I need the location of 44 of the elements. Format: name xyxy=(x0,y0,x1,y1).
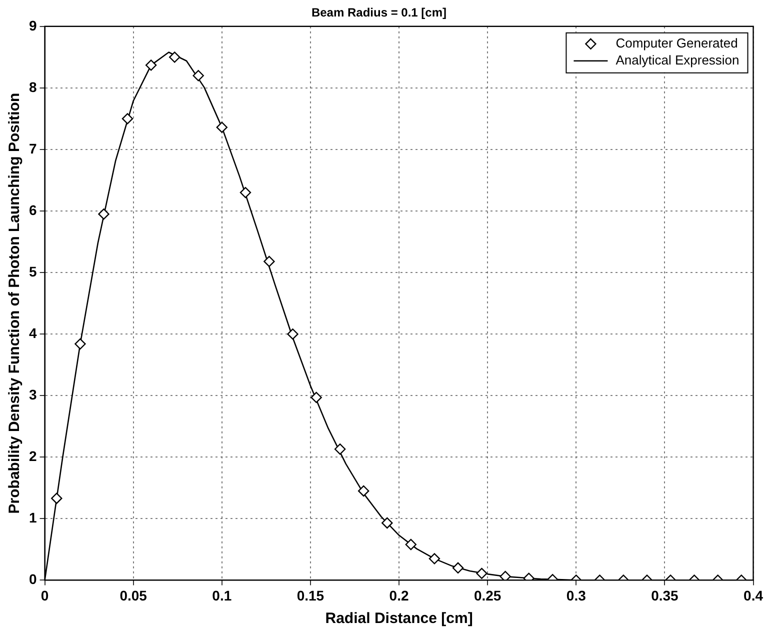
y-tick-label: 4 xyxy=(28,324,37,341)
x-tick-label: 0.3 xyxy=(566,587,586,604)
point xyxy=(334,444,346,455)
point xyxy=(452,562,464,574)
x-tick-label: 0.4 xyxy=(744,587,764,604)
y-tick-label: 3 xyxy=(28,386,37,402)
x-tick-label: 0.2 xyxy=(389,587,409,604)
x-tick-label: 0.35 xyxy=(651,587,679,604)
x-tick-label: 0.1 xyxy=(212,587,232,604)
y-tick-label: 1 xyxy=(28,510,37,526)
legend-label: Analytical Expression xyxy=(616,52,740,68)
point xyxy=(98,208,110,220)
point xyxy=(51,492,62,504)
y-tick-label: 5 xyxy=(28,263,37,280)
chart-title: Beam Radius = 0.1 [cm] xyxy=(311,6,447,20)
point xyxy=(310,392,322,404)
point xyxy=(264,256,275,268)
point xyxy=(145,60,157,71)
point xyxy=(405,538,416,550)
point xyxy=(476,568,488,580)
point xyxy=(287,328,298,340)
x-tick-label: 0.25 xyxy=(474,587,502,604)
point xyxy=(122,113,134,124)
legend-label: Computer Generated xyxy=(616,35,738,50)
y-tick-label: 0 xyxy=(28,571,37,588)
y-tick-label: 8 xyxy=(28,78,37,95)
point xyxy=(358,485,370,497)
y-tick-label: 9 xyxy=(28,17,37,34)
point xyxy=(169,52,180,63)
y-tick-label: 6 xyxy=(28,202,37,218)
y-axis-title: Probability Density Function of Photon Launching Position xyxy=(6,92,24,514)
x-tick-label: 0.05 xyxy=(120,587,148,604)
point xyxy=(382,517,393,529)
x-tick-label: 0.15 xyxy=(296,587,324,604)
y-tick-label: 2 xyxy=(28,448,37,464)
point xyxy=(500,570,511,580)
x-axis-title: Radial Distance [cm] xyxy=(325,610,473,628)
point xyxy=(192,70,204,82)
y-tick-label: 7 xyxy=(28,140,37,156)
point xyxy=(428,553,440,564)
point xyxy=(240,186,252,198)
x-tick-label: 0 xyxy=(40,587,49,604)
point xyxy=(74,338,86,350)
point xyxy=(216,122,228,133)
